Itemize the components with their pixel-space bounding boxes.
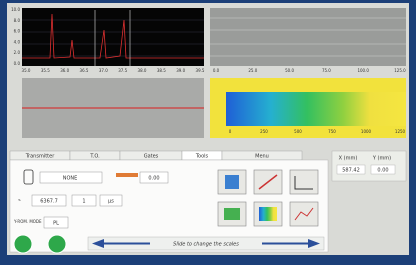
b-scan-plot: [210, 8, 406, 66]
x-tick-label: 36.0: [60, 68, 69, 73]
x-tick-label: 35.0: [22, 68, 31, 73]
slider-text: Slide to change the scales: [173, 242, 239, 248]
velocity-value[interactable]: 6367.7: [40, 199, 58, 205]
x-tick-label: 100.0: [357, 68, 369, 73]
tool-icon: [225, 175, 239, 189]
x-tick-label: 750: [328, 129, 336, 134]
tool-button[interactable]: [290, 170, 318, 194]
y-tick-label: 0.0: [14, 61, 21, 66]
x-value: 587.42: [342, 168, 360, 174]
y-tick-label: 4.0: [14, 39, 21, 44]
x-tick-label: 36.5: [80, 68, 89, 73]
y-value: 0.00: [377, 168, 388, 174]
x-tick-label: 50.0: [285, 68, 294, 73]
x-tick-label: 500: [294, 129, 302, 134]
y-tick-label: 8.0: [14, 18, 21, 23]
x-tick-label: 37.5: [118, 68, 127, 73]
tab-label[interactable]: T.O.: [89, 154, 100, 160]
x-tick-label: 38.0: [138, 68, 147, 73]
y-tick-label: 6.0: [14, 29, 21, 34]
velocity-icon: ⌁: [18, 198, 21, 204]
x-tick-label: 1250: [395, 129, 406, 134]
x-tick-label: 25.0: [248, 68, 257, 73]
x-tick-label: 38.5: [157, 68, 166, 73]
tool-icon: [224, 208, 240, 220]
x-tick-label: 0: [229, 129, 232, 134]
tab-label[interactable]: Transmitter: [25, 154, 55, 160]
x-tick-label: 39.0: [176, 68, 185, 73]
x-tick-label: 0.0: [213, 68, 220, 73]
x-header: X (mm): [339, 156, 358, 162]
tool-icon: [259, 207, 277, 221]
gain-value[interactable]: 0.00: [148, 176, 159, 182]
x-tick-label: 125.0: [394, 68, 406, 73]
x-tick-label: 75.0: [322, 68, 331, 73]
c-scan-plot: [226, 92, 406, 126]
unit-value[interactable]: µs: [108, 199, 114, 205]
app-window: Transmitter T.O. Gates Tools Menu X (mm)…: [0, 0, 416, 261]
x-tick-label: 1000: [361, 129, 372, 134]
filter-value[interactable]: NONE: [63, 176, 78, 182]
mode-label: Y-ROM. MODE: [13, 219, 42, 224]
tab-label[interactable]: Gates: [144, 154, 159, 160]
y-tick-label: 10.0: [11, 7, 20, 12]
tab-label[interactable]: Tools: [195, 154, 209, 160]
x-tick-label: 250: [260, 129, 268, 134]
tab-label[interactable]: Menu: [255, 154, 269, 160]
y-header: Y (mm): [372, 156, 391, 162]
mode-value[interactable]: PL: [53, 221, 59, 227]
range-value[interactable]: 1: [82, 199, 85, 205]
x-tick-label: 39.5: [196, 68, 205, 73]
y-tick-label: 2.0: [14, 50, 21, 55]
gain-bar: [116, 173, 138, 177]
stop-button[interactable]: [48, 235, 66, 253]
x-tick-label: 35.5: [41, 68, 50, 73]
start-button[interactable]: [14, 235, 32, 253]
x-tick-label: 37.0: [99, 68, 108, 73]
